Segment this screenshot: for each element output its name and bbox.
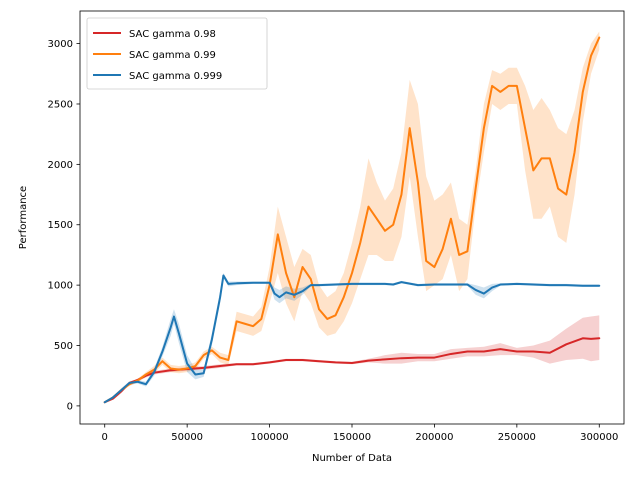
y-tick-label: 500 (54, 341, 73, 352)
x-tick-label: 150000 (333, 432, 371, 443)
x-tick-label: 0 (102, 432, 108, 443)
x-tick-label: 100000 (250, 432, 288, 443)
series-lines (103, 36, 601, 404)
y-tick-label: 3000 (48, 39, 73, 50)
x-tick-label: 250000 (498, 432, 536, 443)
y-tick-label: 2500 (48, 99, 73, 110)
legend-label-2: SAC gamma 0.999 (129, 71, 222, 82)
legend: SAC gamma 0.98 SAC gamma 0.99 SAC gamma 0.… (86, 17, 268, 90)
line-series-1 (103, 36, 601, 404)
y-tick-label: 1000 (48, 281, 73, 292)
y-tick-label: 0 (67, 401, 73, 412)
x-tick-label: 300000 (580, 432, 618, 443)
y-axis-label: Performance (18, 186, 29, 249)
y-tick-label: 1500 (48, 220, 73, 231)
legend-box (86, 17, 268, 90)
x-axis-label: Number of Data (312, 453, 392, 464)
x-axis: 0 50000 100000 150000 200000 250000 300000 (102, 424, 618, 443)
x-tick-label: 50000 (171, 432, 203, 443)
line-series-0 (103, 337, 601, 404)
line-series-2 (103, 274, 601, 404)
x-tick-label: 200000 (415, 432, 453, 443)
y-tick-label: 2000 (48, 160, 73, 171)
legend-label-0: SAC gamma 0.98 (129, 29, 216, 40)
y-axis: 0 500 1000 1500 2000 2500 3000 (48, 39, 80, 412)
legend-label-1: SAC gamma 0.99 (129, 50, 216, 61)
